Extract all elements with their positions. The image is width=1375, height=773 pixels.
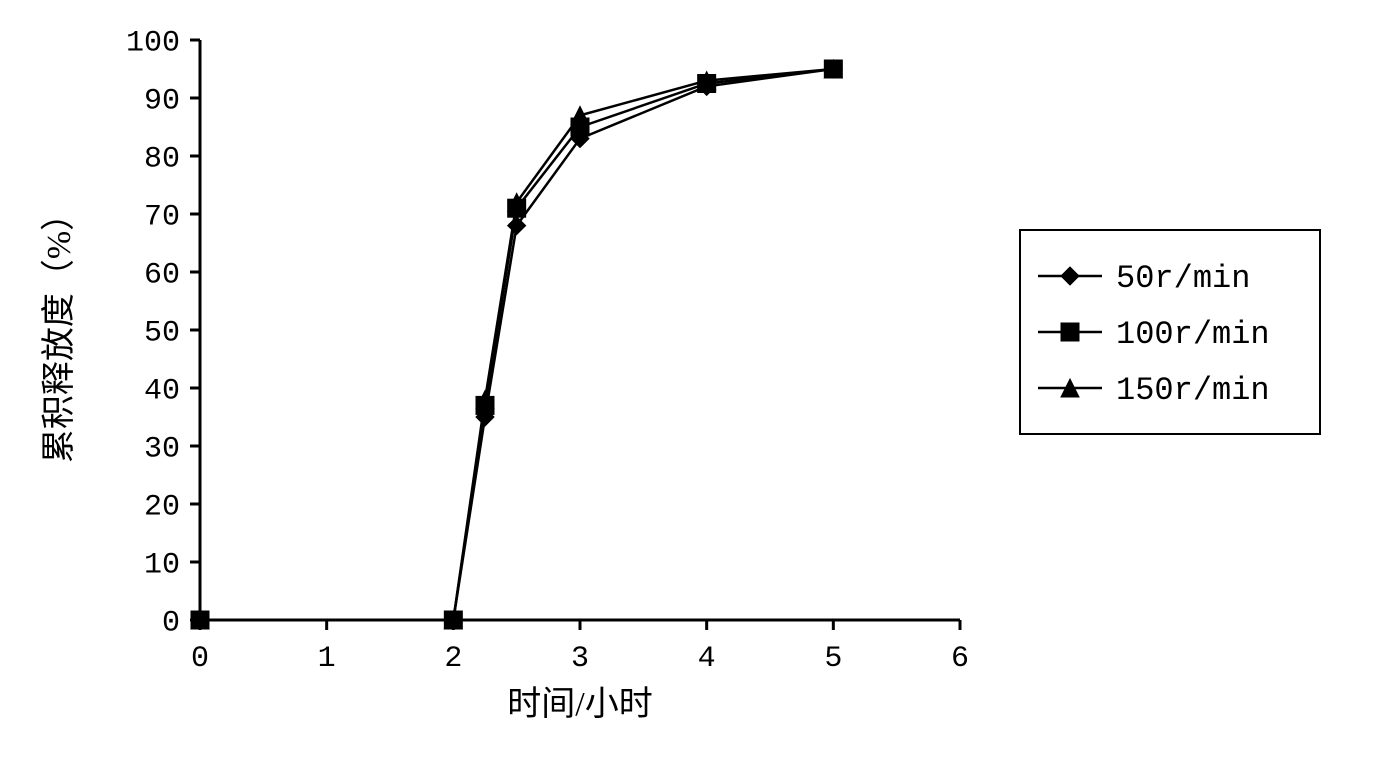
release-profile-chart: 01234560102030405060708090100时间/小时累积释放度（… bbox=[0, 0, 1375, 773]
x-tick-label: 0 bbox=[191, 642, 209, 676]
x-tick-label: 4 bbox=[698, 642, 716, 676]
y-tick-label: 60 bbox=[144, 259, 180, 293]
x-tick-label: 5 bbox=[824, 642, 842, 676]
legend-item-label: 150r/min bbox=[1116, 372, 1270, 409]
x-tick-label: 6 bbox=[951, 642, 969, 676]
y-tick-label: 50 bbox=[144, 317, 180, 351]
legend-item-label: 100r/min bbox=[1116, 316, 1270, 353]
y-tick-label: 40 bbox=[144, 375, 180, 409]
y-tick-label: 100 bbox=[126, 27, 180, 61]
y-tick-label: 0 bbox=[162, 607, 180, 641]
x-tick-label: 2 bbox=[444, 642, 462, 676]
y-tick-label: 20 bbox=[144, 491, 180, 525]
y-tick-label: 80 bbox=[144, 143, 180, 177]
legend-item-label: 50r/min bbox=[1116, 260, 1250, 297]
x-tick-label: 3 bbox=[571, 642, 589, 676]
y-tick-label: 30 bbox=[144, 433, 180, 467]
chart-svg: 01234560102030405060708090100时间/小时累积释放度（… bbox=[0, 0, 1375, 773]
y-axis-label: 累积释放度（%） bbox=[40, 197, 78, 463]
legend: 50r/min 100r/min 150r/min bbox=[1020, 230, 1320, 434]
y-tick-label: 70 bbox=[144, 201, 180, 235]
x-tick-label: 1 bbox=[318, 642, 336, 676]
y-tick-label: 10 bbox=[144, 549, 180, 583]
x-axis-label: 时间/小时 bbox=[507, 686, 652, 723]
y-tick-label: 90 bbox=[144, 85, 180, 119]
